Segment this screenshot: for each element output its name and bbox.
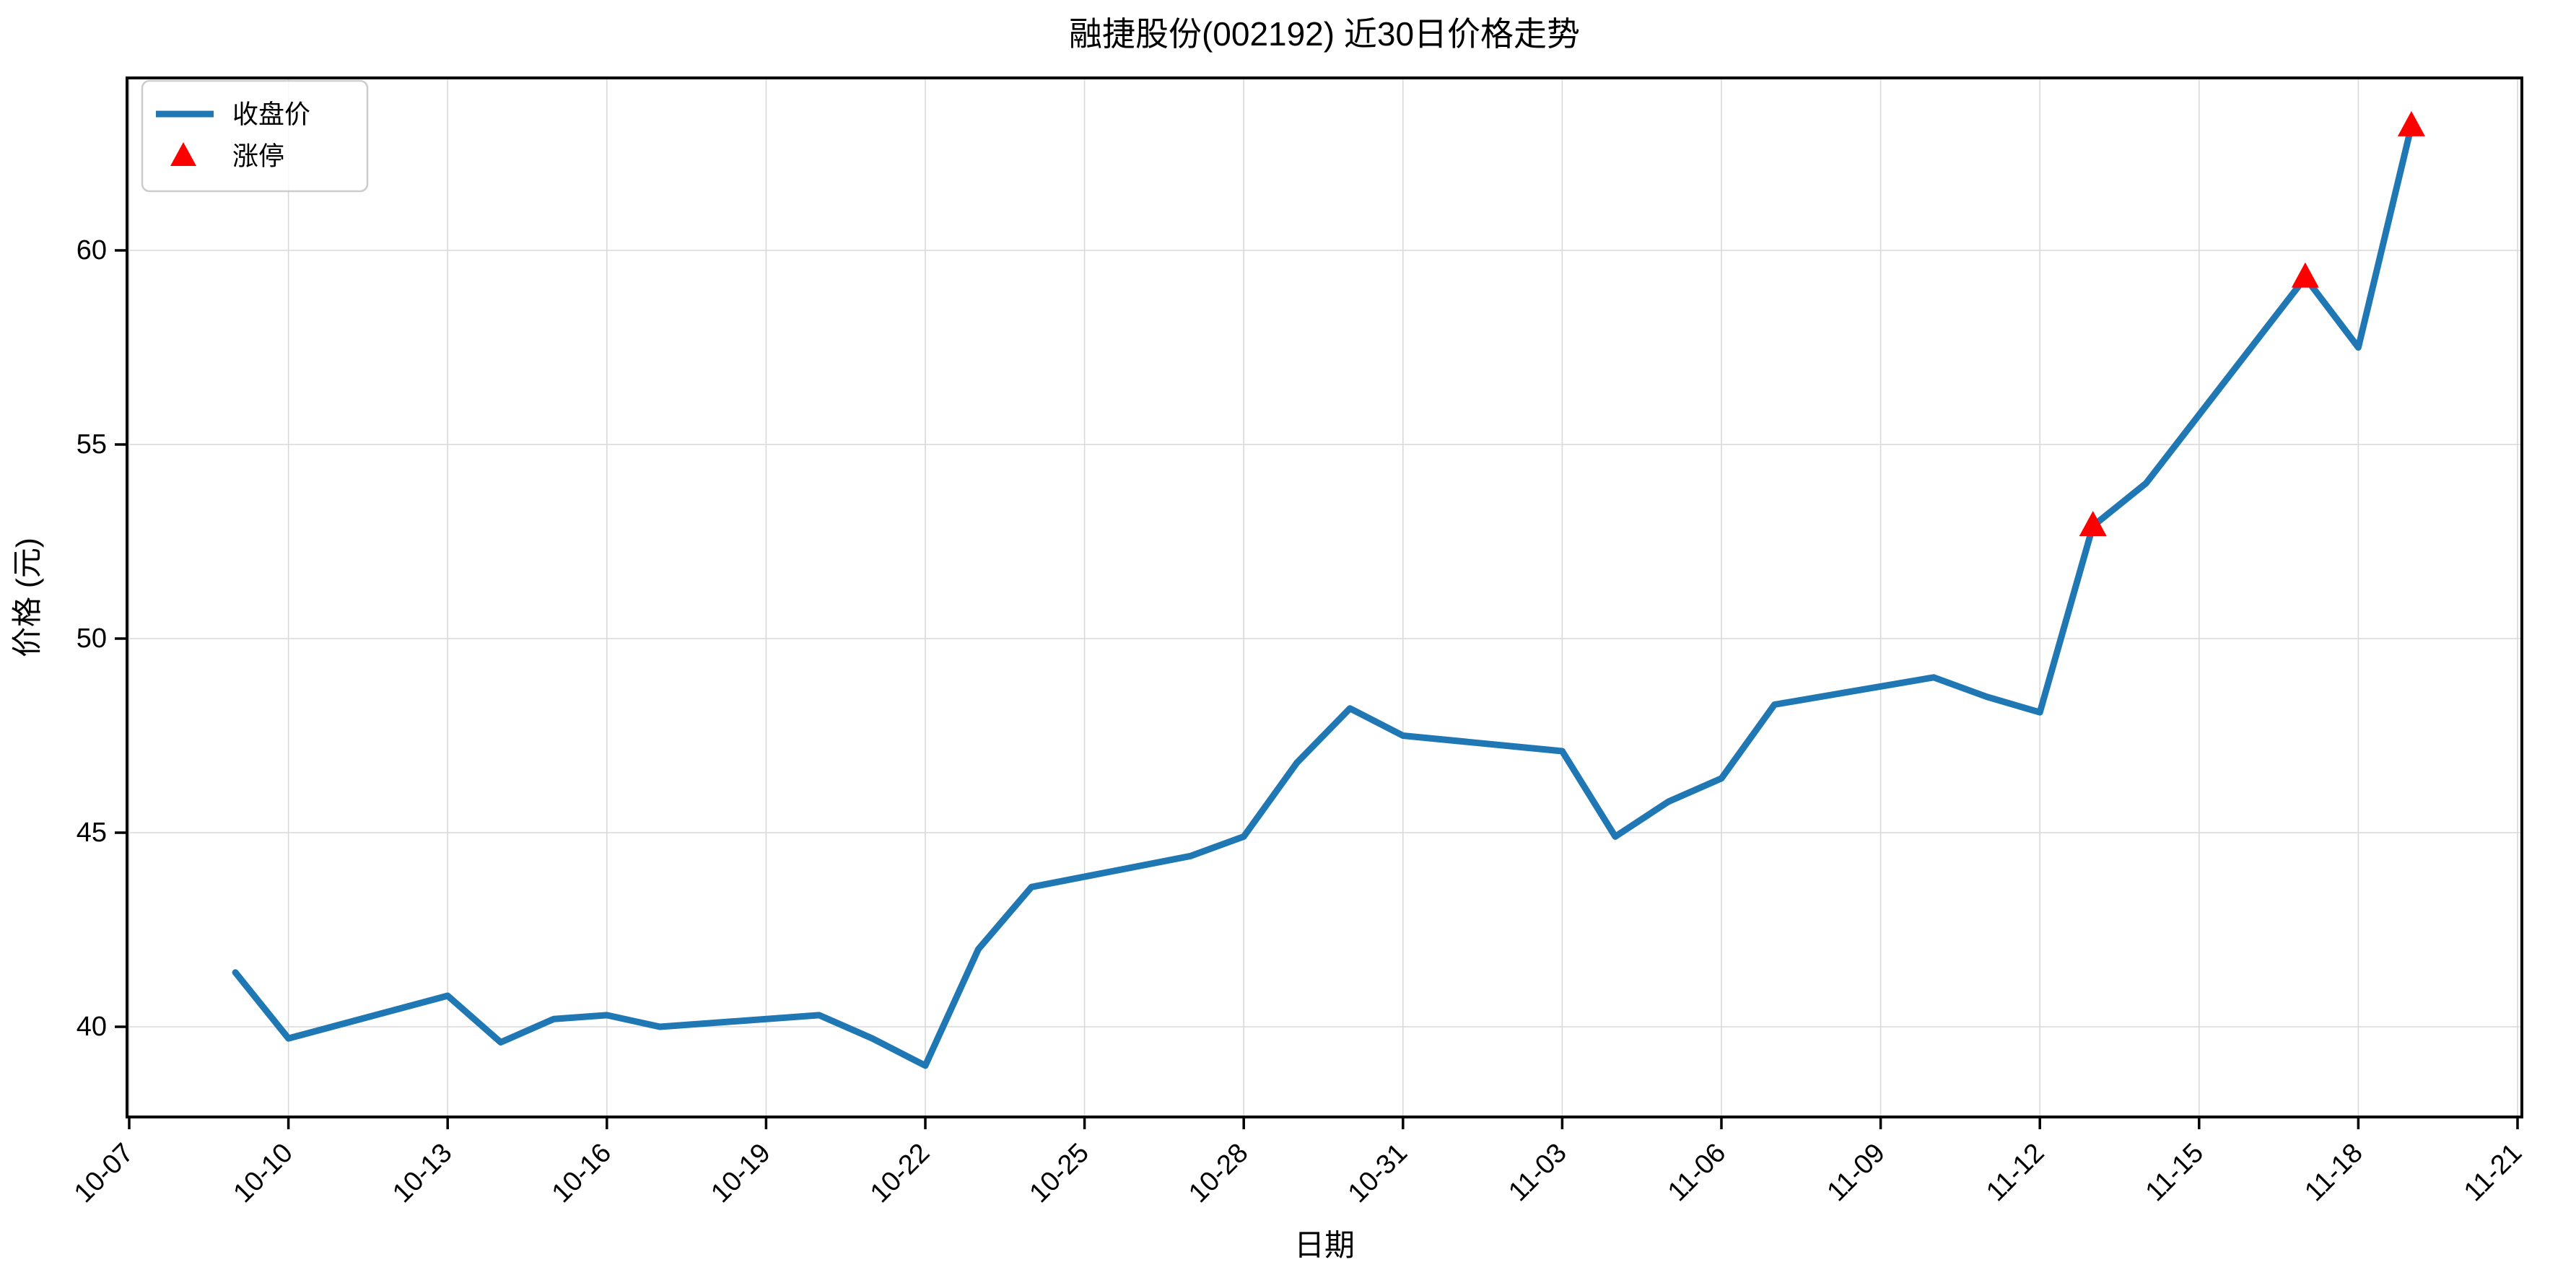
y-tick-label: 45 [77, 818, 107, 848]
x-axis-label: 日期 [1294, 1228, 1355, 1262]
x-tick-label: 10-22 [865, 1138, 935, 1209]
y-tick-label: 50 [77, 623, 107, 654]
x-tick-label: 11-09 [1822, 1138, 1891, 1207]
limit-up-marker [2397, 110, 2425, 136]
x-tick-label: 10-19 [705, 1138, 776, 1209]
legend: 收盘价 涨停 [141, 79, 369, 193]
close-price-line [232, 123, 2415, 1069]
close-price-series [232, 110, 2425, 1069]
axis-ticks: 10-07 10-10 10-13 10-16 10-19 10-22 10-25 10-28… [69, 235, 2528, 1209]
y-axis-label: 价格 (元) [10, 538, 44, 657]
x-tick-label: 11-03 [1503, 1138, 1572, 1207]
y-tick-label: 60 [77, 235, 107, 266]
x-tick-label: 10-28 [1183, 1138, 1254, 1209]
y-tick-label: 40 [77, 1012, 107, 1042]
x-tick-label: 11-15 [2140, 1138, 2209, 1207]
legend-limit-up-marker [170, 142, 196, 166]
legend-box [141, 79, 369, 193]
x-tick-label: 10-10 [228, 1138, 299, 1209]
chart-title: 融捷股份(002192) 近30日价格走势 [1069, 15, 1580, 53]
limit-up-marker [2079, 510, 2107, 536]
y-tick-label: 55 [77, 429, 107, 460]
x-tick-label: 10-13 [387, 1138, 458, 1209]
legend-limit-up-label: 涨停 [232, 141, 284, 171]
x-tick-label: 11-18 [2299, 1138, 2368, 1207]
x-tick-label: 10-07 [69, 1138, 139, 1209]
grid-lines [127, 78, 2522, 1117]
x-tick-label: 10-25 [1024, 1138, 1095, 1209]
limit-up-marker [2291, 262, 2319, 288]
x-tick-label: 11-06 [1662, 1138, 1732, 1207]
x-tick-label: 10-16 [546, 1138, 617, 1209]
plot-border [126, 76, 2523, 1118]
legend-close-label: 收盘价 [232, 100, 310, 129]
x-tick-label: 11-21 [2458, 1138, 2528, 1207]
x-tick-label: 11-12 [1981, 1138, 2050, 1207]
x-tick-label: 10-31 [1342, 1138, 1413, 1209]
